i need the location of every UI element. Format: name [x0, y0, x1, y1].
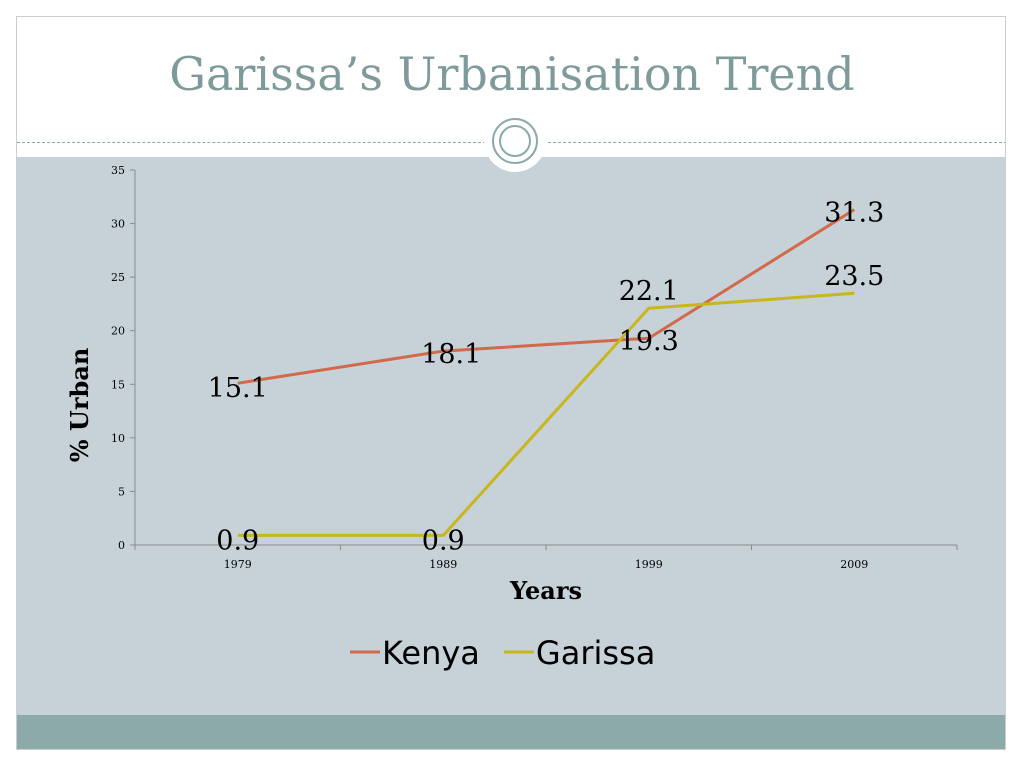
circle-ornament-icon [484, 110, 546, 172]
y-tick-label: 25 [111, 271, 125, 284]
data-label-garissa: 0.9 [422, 525, 465, 556]
data-label-kenya: 18.1 [421, 339, 481, 370]
y-tick-label: 0 [118, 539, 125, 552]
x-tick-label: 1989 [429, 558, 457, 571]
y-tick-label: 30 [111, 218, 125, 231]
chart-axes: 0 5 10 15 20 25 30 35 1979 1989 1999 2009 [111, 164, 958, 571]
data-label-kenya: 15.1 [208, 373, 268, 404]
chart-legend: Kenya Garissa [350, 634, 655, 672]
slide: Garissa’s Urbanisation Trend [16, 16, 1006, 750]
legend-label-garissa: Garissa [536, 634, 655, 672]
y-tick-label: 10 [111, 432, 125, 445]
y-tick-label: 5 [118, 485, 125, 498]
y-tick-label: 20 [111, 325, 125, 338]
chart-series-lines [237, 208, 856, 537]
y-tick-label: 35 [111, 164, 125, 177]
data-label-garissa: 22.1 [619, 276, 679, 307]
legend-label-kenya: Kenya [382, 634, 480, 672]
data-label-garissa: 23.5 [824, 261, 884, 292]
content-panel [17, 157, 1005, 715]
y-tick-label: 15 [111, 378, 125, 391]
x-tick-label: 1979 [224, 558, 252, 571]
x-axis-title: Years [509, 576, 582, 605]
series-line-kenya [237, 208, 856, 385]
series-line-garissa [237, 291, 855, 537]
x-tick-label: 1999 [635, 558, 663, 571]
y-axis-title: % Urban [65, 348, 94, 463]
footer-bar [17, 715, 1005, 749]
data-label-garissa: 0.9 [216, 525, 259, 556]
slide-title: Garissa’s Urbanisation Trend [169, 47, 855, 101]
chart-data-labels: 15.1 18.1 19.3 31.3 0.9 0.9 22.1 23.5 [208, 198, 885, 557]
x-tick-label: 2009 [840, 558, 868, 571]
data-label-kenya: 19.3 [619, 326, 679, 357]
data-label-kenya: 31.3 [824, 198, 884, 229]
